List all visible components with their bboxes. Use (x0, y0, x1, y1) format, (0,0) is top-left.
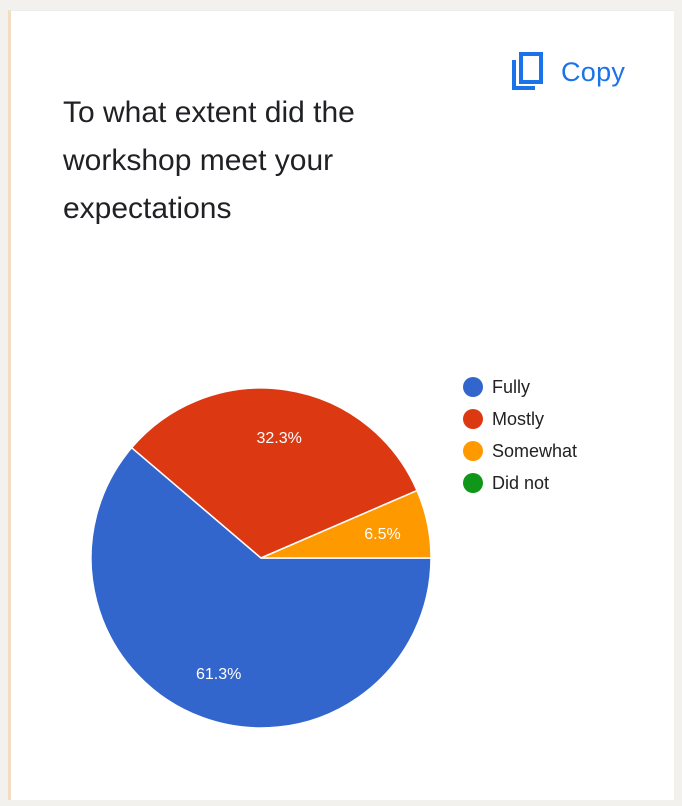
pie-slice-mostly (130, 387, 419, 559)
data-label-fully: 61.3% (196, 666, 241, 683)
legend-label-mostly: Mostly (492, 409, 544, 429)
copy-label: Copy (561, 56, 626, 87)
legend-marker-fully (463, 377, 483, 397)
legend-label-did-not: Did not (492, 473, 549, 493)
legend-marker-did-not (463, 473, 483, 493)
chart-title: To what extent did the workshop meet you… (63, 96, 355, 225)
pie-slice-fully (90, 446, 432, 729)
legend-label-somewhat: Somewhat (492, 441, 577, 461)
data-label-mostly: 32.3% (256, 430, 301, 447)
copy-icon (511, 52, 545, 92)
copy-chart-button[interactable]: Copy (511, 49, 661, 95)
data-label-somewhat: 6.5% (364, 526, 400, 543)
pie-slice-somewhat (260, 489, 432, 559)
legend-marker-mostly (463, 409, 483, 429)
legend-marker-somewhat (463, 441, 483, 461)
legend-label-fully: Fully (492, 377, 530, 397)
